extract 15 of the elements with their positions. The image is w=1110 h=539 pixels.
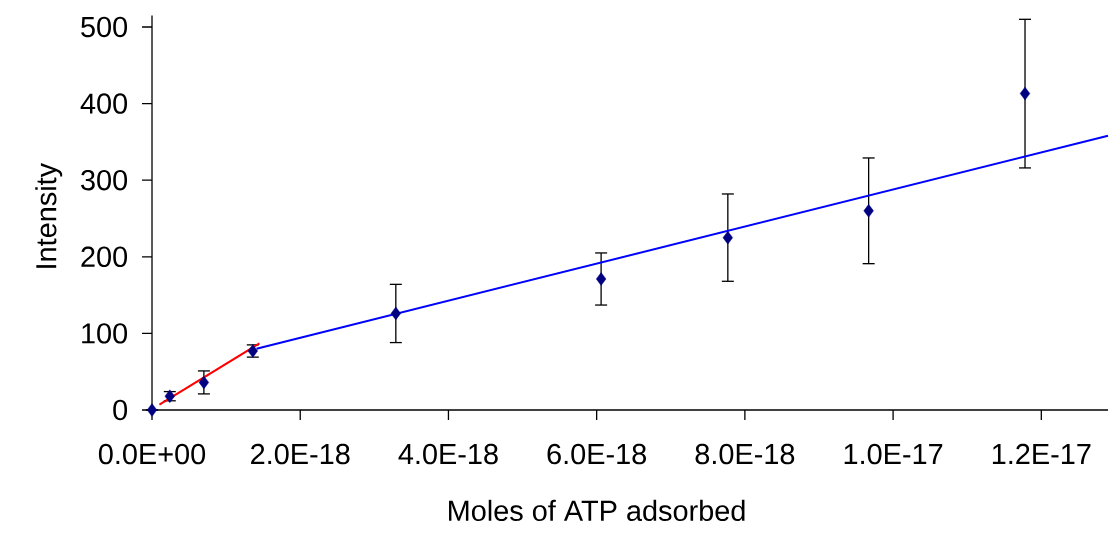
y-tick-label: 200 [81, 246, 128, 268]
x-tick-label: 1.2E-17 [992, 443, 1091, 464]
y-axis-title: Intensity [35, 162, 63, 268]
x-tick-label: 4.0E-18 [398, 443, 498, 465]
x-tick-label: 1.0E-17 [844, 443, 943, 465]
x-tick-label: 6.0E-18 [547, 443, 646, 465]
y-tick-label: 400 [80, 93, 128, 114]
x-tick-label: 0.0E+00 [98, 443, 206, 465]
y-tick-label: 0 [113, 399, 128, 421]
x-tick-label: 2.0E-18 [251, 443, 350, 465]
y-tick-label: 300 [81, 169, 128, 191]
y-tick-label: 500 [81, 16, 128, 38]
x-tick-label: 8.0E-18 [695, 443, 795, 465]
y-tick-label: 100 [82, 323, 128, 344]
x-axis-title: Moles of ATP adsorbed [449, 499, 745, 522]
